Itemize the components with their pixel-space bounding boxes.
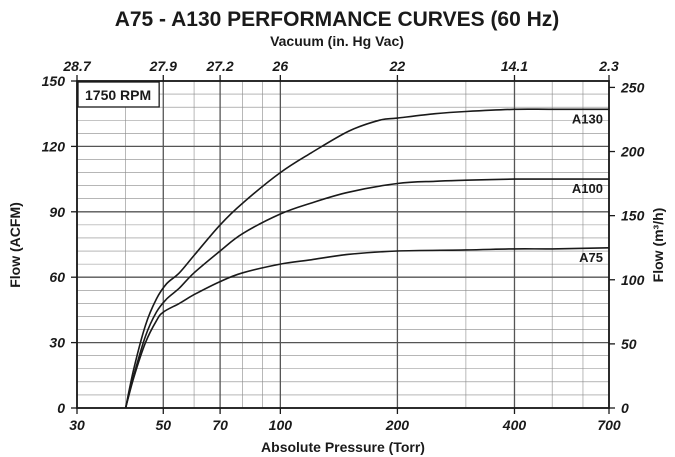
y2-tick-label: 200 xyxy=(620,144,645,160)
tick-labels: 30 50 70 100 200 400 700 28.7 27.9 27.2 26 22 14.1 2.… xyxy=(42,58,645,433)
y-axis-label: Flow (ACFM) xyxy=(7,202,23,288)
x-tick-label: 700 xyxy=(597,417,621,433)
y2-tick-label: 250 xyxy=(620,79,645,95)
top-tick-label: 27.2 xyxy=(205,58,233,74)
x-tick-label: 50 xyxy=(155,417,171,433)
series-line-a75 xyxy=(124,247,610,409)
series-line-a130 xyxy=(124,108,609,409)
x-tick-label: 400 xyxy=(502,417,527,433)
y-tick-label: 0 xyxy=(57,400,65,416)
y-tick-label: 150 xyxy=(42,73,66,89)
y2-tick-label: 0 xyxy=(621,400,629,416)
y2-tick-label: 150 xyxy=(621,208,645,224)
plot-frame xyxy=(76,80,610,409)
x-tick-label: 200 xyxy=(385,417,410,433)
series-label-a130: A130 xyxy=(572,111,603,126)
x-tick-label: 100 xyxy=(269,417,293,433)
y-tick-label: 60 xyxy=(49,269,65,285)
series-line-a100 xyxy=(124,178,609,409)
y-tick-label: 30 xyxy=(49,335,65,351)
series-label-a100: A100 xyxy=(572,181,603,196)
grid xyxy=(76,80,610,409)
top-tick-label: 14.1 xyxy=(501,58,528,74)
y-tick-label: 120 xyxy=(42,138,66,154)
y2-axis-label: Flow (m³/h) xyxy=(650,208,666,283)
series-labels: A130 A100 A75 xyxy=(572,111,603,264)
series-label-a75: A75 xyxy=(579,250,603,265)
rpm-badge-label: 1750 RPM xyxy=(85,87,151,103)
y2-tick-label: 100 xyxy=(621,272,645,288)
x-axis-label: Absolute Pressure (Torr) xyxy=(261,439,425,455)
x-tick-label: 70 xyxy=(212,417,228,433)
x-tick-label: 30 xyxy=(69,417,85,433)
top-tick-label: 22 xyxy=(389,58,406,74)
y-tick-label: 90 xyxy=(49,204,65,220)
series-curves xyxy=(124,108,610,409)
rpm-badge: 1750 RPM xyxy=(77,81,160,108)
top-axis-label: Vacuum (in. Hg Vac) xyxy=(270,33,404,49)
top-tick-label: 27.9 xyxy=(149,58,177,74)
top-tick-label: 2.3 xyxy=(598,58,619,74)
chart-title: A75 - A130 PERFORMANCE CURVES (60 Hz) xyxy=(115,8,560,31)
y2-tick-label: 50 xyxy=(621,336,637,352)
top-tick-label: 26 xyxy=(272,58,289,74)
top-tick-label: 28.7 xyxy=(62,58,91,74)
